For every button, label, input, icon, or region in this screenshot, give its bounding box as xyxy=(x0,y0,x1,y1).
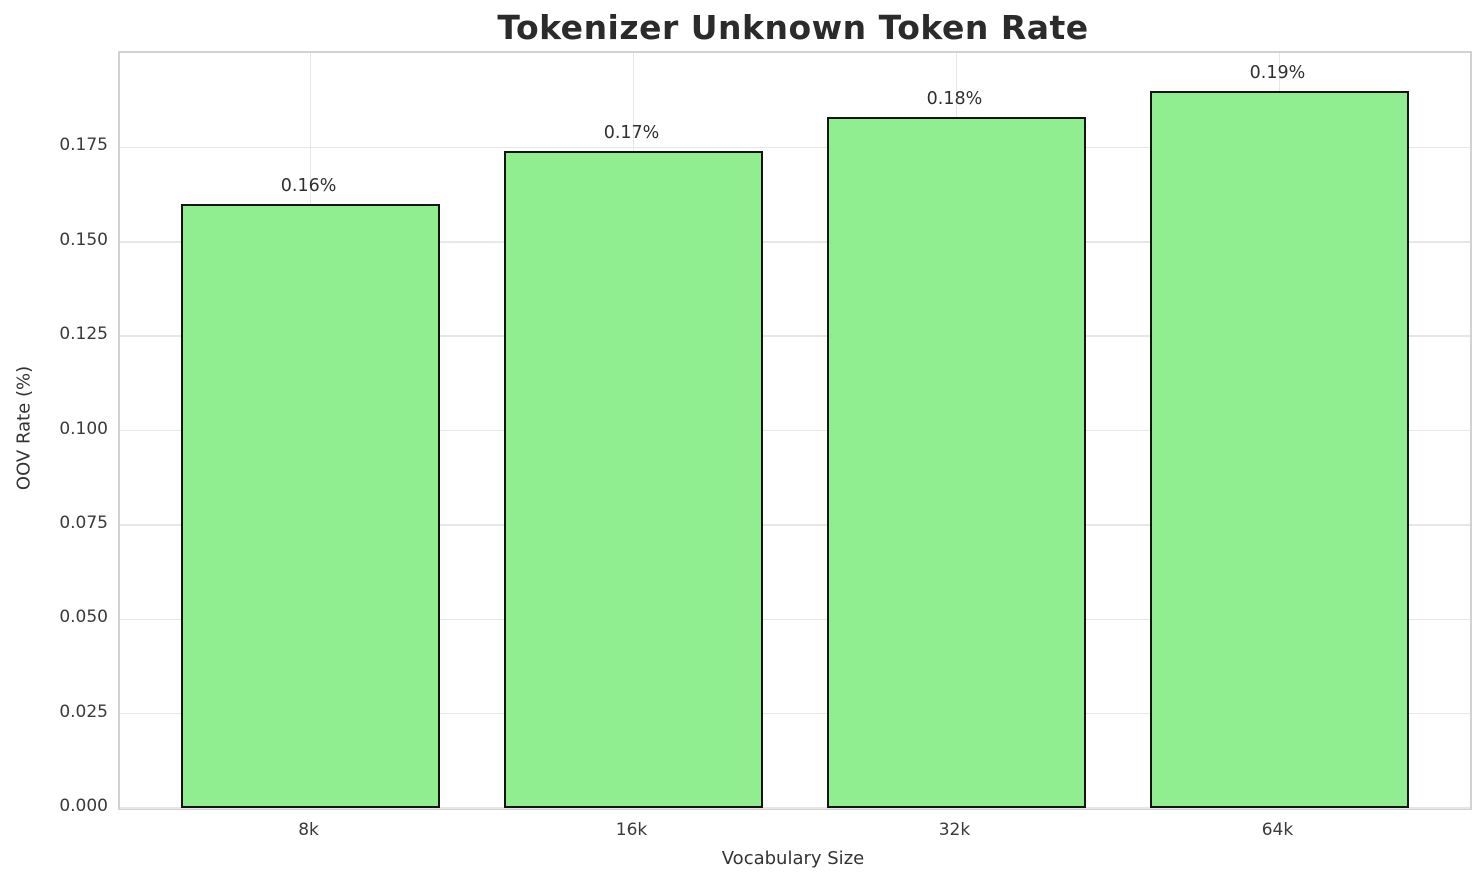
y-gridline xyxy=(120,241,1470,243)
bar-value-label: 0.17% xyxy=(603,123,660,144)
bar-64k xyxy=(1150,90,1409,808)
bar-32k xyxy=(827,117,1086,808)
y-gridline xyxy=(120,429,1470,432)
y-gridline xyxy=(120,807,1470,809)
x-tick-label-16k: 16k xyxy=(615,820,648,840)
y-gridline xyxy=(120,712,1470,715)
y-gridline xyxy=(120,335,1470,337)
y-tick-label: 0.025 xyxy=(59,701,108,722)
bar-8k xyxy=(181,204,440,808)
bar-value-label: 0.18% xyxy=(926,89,983,110)
y-tick-label: 0.100 xyxy=(59,418,108,439)
y-gridline xyxy=(120,618,1470,620)
y-axis-label: OOV Rate (%) xyxy=(13,365,35,491)
x-tick-label-32k: 32k xyxy=(938,820,971,840)
x-tick-label-8k: 8k xyxy=(298,820,319,840)
y-tick-label: 0.150 xyxy=(59,229,108,250)
y-gridline xyxy=(120,524,1470,526)
bar-16k xyxy=(504,151,763,808)
chart-title: Tokenizer Unknown Token Rate xyxy=(497,8,1089,47)
y-tick-label: 0.050 xyxy=(59,607,108,628)
y-tick-label: 0.125 xyxy=(59,324,108,345)
plot-area xyxy=(118,51,1472,810)
bar-value-label: 0.16% xyxy=(280,176,337,196)
x-axis-label: Vocabulary Size xyxy=(721,848,865,869)
x-tick-label-64k: 64k xyxy=(1261,820,1294,840)
y-tick-label: 0.175 xyxy=(59,135,108,156)
y-tick-label: 0.000 xyxy=(59,796,108,816)
y-tick-label: 0.075 xyxy=(59,512,108,533)
bar-value-label: 0.19% xyxy=(1249,62,1306,83)
y-gridline xyxy=(120,146,1470,149)
